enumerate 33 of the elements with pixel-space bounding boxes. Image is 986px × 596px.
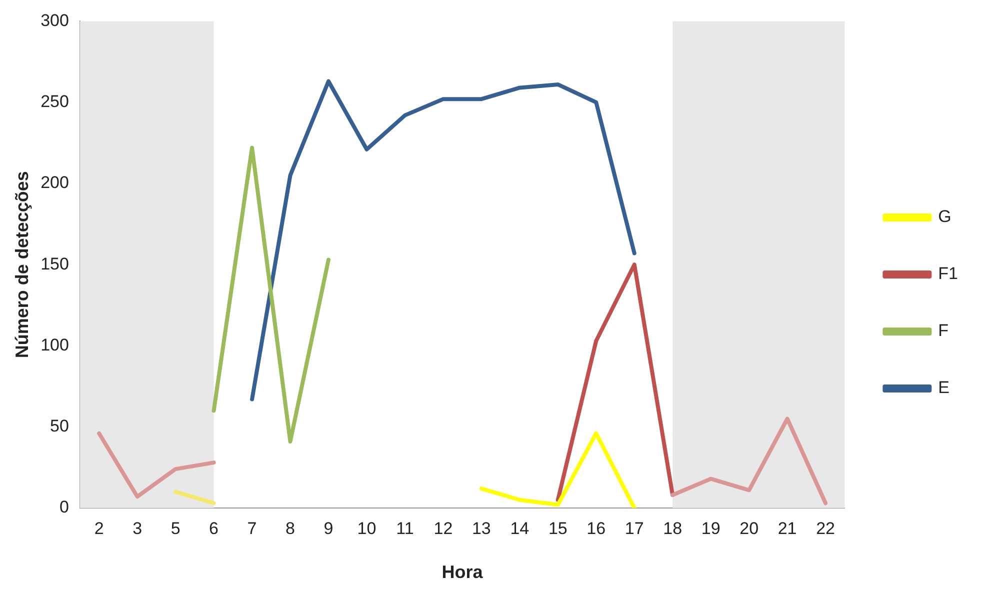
x-tick-label: 20 xyxy=(740,518,759,538)
x-tick-label: 7 xyxy=(247,518,257,538)
y-tick-label: 100 xyxy=(40,335,69,354)
legend-label: F1 xyxy=(938,264,958,284)
y-tick-label: 150 xyxy=(40,254,69,274)
legend-label: G xyxy=(938,207,952,226)
x-tick-label: 16 xyxy=(586,518,606,538)
x-tick-label: 22 xyxy=(816,518,836,538)
y-tick-label: 50 xyxy=(50,416,69,436)
legend-label: E xyxy=(938,378,950,398)
x-tick-label: 6 xyxy=(209,518,219,538)
x-tick-label: 11 xyxy=(396,518,414,538)
x-tick-label: 2 xyxy=(94,518,104,538)
x-tick-label: 9 xyxy=(324,518,334,538)
y-tick-label: 250 xyxy=(40,92,69,112)
x-tick-label: 13 xyxy=(472,518,491,538)
y-tick-label: 200 xyxy=(40,173,69,192)
x-axis-title: Hora xyxy=(442,562,484,582)
x-tick-label: 17 xyxy=(624,518,644,538)
legend-label: F xyxy=(938,321,949,340)
y-tick-label: 0 xyxy=(59,498,69,517)
y-tick-label: 300 xyxy=(40,10,69,30)
x-tick-label: 12 xyxy=(434,518,453,538)
x-tick-label: 19 xyxy=(701,518,720,538)
x-tick-label: 5 xyxy=(170,518,180,538)
x-tick-label: 8 xyxy=(286,518,295,538)
x-tick-label: 3 xyxy=(132,518,142,538)
x-tick-label: 14 xyxy=(510,518,530,538)
x-tick-label: 21 xyxy=(778,518,797,538)
x-tick-label: 10 xyxy=(357,518,376,538)
y-axis-title: Número de detecções xyxy=(12,171,32,358)
x-tick-label: 18 xyxy=(663,518,682,538)
x-tick-label: 15 xyxy=(548,518,568,538)
